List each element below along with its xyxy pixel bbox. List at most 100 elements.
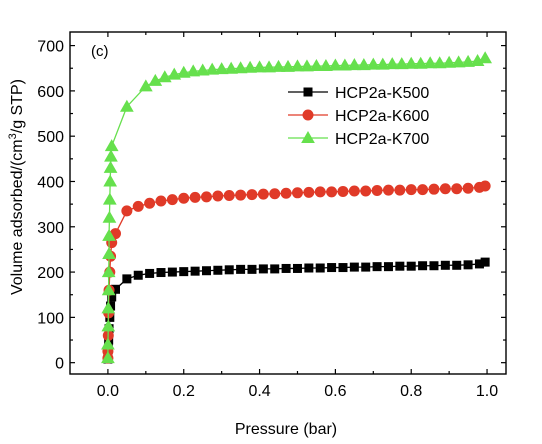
data-point — [281, 59, 295, 72]
data-point — [337, 185, 349, 197]
data-point — [372, 262, 382, 272]
plot-area — [69, 31, 507, 375]
data-point — [432, 56, 447, 69]
data-point — [247, 264, 257, 274]
data-point — [292, 263, 302, 273]
data-point — [179, 267, 189, 277]
data-point — [281, 263, 291, 273]
data-point — [121, 205, 133, 217]
data-point — [104, 139, 119, 152]
data-point — [461, 54, 475, 67]
data-point — [462, 182, 474, 194]
data-point — [101, 319, 116, 332]
data-point — [236, 264, 246, 274]
x-tick-label: 0.6 — [324, 383, 346, 400]
series-HCP2a-K700 — [101, 51, 493, 364]
y-axis-title-sup: 3 — [7, 133, 19, 139]
data-point — [243, 60, 257, 73]
data-point — [213, 265, 223, 275]
y-axis-title-main: Volume adsorbed/(cm — [9, 139, 26, 295]
data-point — [201, 266, 211, 276]
y-tick-label: 200 — [37, 265, 64, 282]
data-point — [348, 185, 360, 197]
data-point — [144, 197, 156, 209]
y-tick-label: 300 — [37, 220, 64, 237]
data-point — [205, 62, 220, 75]
panel-label: (c) — [91, 43, 109, 60]
data-point — [101, 351, 115, 364]
data-point — [452, 260, 462, 270]
data-point — [463, 260, 473, 270]
data-point — [120, 99, 134, 112]
data-point — [103, 174, 118, 187]
data-point — [423, 56, 438, 69]
data-point — [102, 192, 117, 205]
data-point — [271, 59, 286, 72]
x-tick-label: 0.8 — [400, 383, 422, 400]
data-point — [233, 61, 248, 74]
data-point — [101, 337, 115, 350]
x-tick-label: 0.2 — [173, 383, 195, 400]
data-point — [132, 200, 144, 212]
data-point — [338, 263, 348, 273]
data-point — [122, 274, 132, 284]
data-point — [200, 191, 212, 203]
data-point — [383, 262, 393, 272]
data-point — [224, 61, 238, 74]
data-point — [360, 185, 372, 197]
data-point — [103, 160, 118, 173]
x-axis-title: Pressure (bar) — [235, 421, 337, 438]
data-point — [156, 268, 166, 278]
data-point — [315, 263, 325, 273]
data-point — [385, 57, 400, 70]
data-point — [394, 184, 406, 196]
series-line — [107, 57, 486, 359]
x-tick-label: 0.4 — [248, 383, 270, 400]
data-point — [214, 62, 229, 75]
y-tick-label: 100 — [37, 310, 64, 327]
y-tick-label: 400 — [37, 174, 64, 191]
data-point — [101, 265, 116, 278]
legend-marker — [301, 130, 315, 143]
data-point — [361, 262, 371, 272]
data-point — [451, 55, 466, 68]
x-tick-label: 1.0 — [476, 383, 498, 400]
data-point — [326, 186, 338, 198]
data-point — [413, 56, 428, 69]
data-point — [418, 261, 428, 271]
data-point — [176, 65, 191, 78]
legend-marker — [303, 87, 313, 97]
data-point — [101, 283, 116, 296]
data-point — [280, 187, 292, 199]
data-point — [395, 261, 405, 271]
data-point — [394, 57, 409, 70]
data-point — [356, 58, 371, 71]
data-point — [451, 183, 463, 195]
data-point — [102, 246, 116, 259]
data-point — [406, 261, 416, 271]
data-point — [404, 56, 419, 69]
data-point — [327, 263, 337, 273]
data-point — [442, 55, 456, 68]
data-point — [223, 190, 235, 202]
data-point — [314, 186, 326, 198]
data-point — [186, 64, 201, 77]
legend-marker — [302, 109, 314, 121]
y-tick-label: 600 — [37, 84, 64, 101]
x-axis: 0.0 0.2 0.4 0.6 0.8 1.0 — [97, 32, 498, 400]
y-tick-label: 0 — [55, 356, 64, 373]
data-point — [439, 183, 451, 195]
data-point — [212, 190, 224, 202]
data-point — [440, 260, 450, 270]
data-point — [429, 261, 439, 271]
plot-frame — [69, 31, 507, 375]
data-point — [349, 262, 359, 272]
data-point — [167, 67, 182, 80]
data-point — [480, 257, 490, 267]
data-point — [428, 183, 440, 195]
data-point — [338, 58, 352, 71]
data-point — [291, 187, 303, 199]
data-point — [102, 210, 117, 223]
